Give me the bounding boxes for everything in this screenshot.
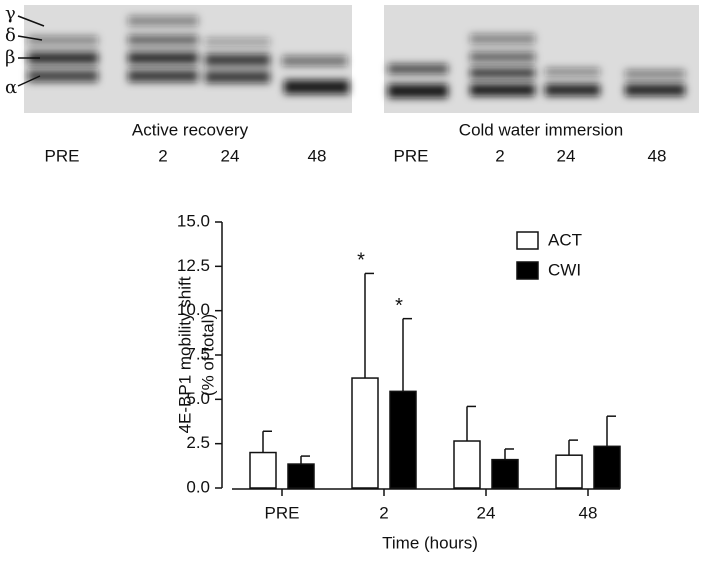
lane-label: PRE — [394, 146, 429, 165]
band-label: β — [5, 47, 15, 68]
x-tick-label: 48 — [579, 503, 598, 522]
lane-label: 48 — [648, 146, 667, 165]
panel-title: Cold water immersion — [459, 120, 623, 139]
band-label: γ — [5, 3, 16, 24]
band-label: α — [5, 77, 17, 98]
legend-swatch — [516, 231, 539, 250]
x-tick-label: 2 — [379, 503, 388, 522]
y-axis-label: 4E-BP1 mobility shift — [175, 276, 194, 433]
band-label: δ — [5, 25, 16, 46]
panel-title: Active recovery — [132, 120, 249, 139]
bar — [593, 445, 621, 489]
x-tick-label: PRE — [265, 503, 300, 522]
lane-label: 2 — [495, 146, 504, 165]
legend-label: CWI — [548, 260, 581, 279]
lane-label: PRE — [45, 146, 80, 165]
blot-right — [384, 5, 699, 113]
y-tick-label: 0.0 — [186, 477, 210, 496]
y-tick-label: 12.5 — [177, 256, 210, 275]
bar — [389, 390, 417, 489]
lane-label: 2 — [158, 146, 167, 165]
lane-label: 24 — [557, 146, 576, 165]
band-pointers — [17, 15, 45, 87]
y-axis-label: (% of total) — [198, 314, 217, 396]
lane-label: 24 — [221, 146, 240, 165]
lane-label: 48 — [308, 146, 327, 165]
bar — [555, 454, 583, 489]
x-axis-label: Time (hours) — [382, 533, 478, 552]
bar — [453, 440, 481, 489]
legend-label: ACT — [548, 230, 582, 249]
blot-left — [24, 5, 352, 113]
y-tick-label: 10.0 — [177, 300, 210, 319]
bar — [287, 463, 315, 489]
y-tick-label: 2.5 — [186, 433, 210, 452]
significance-marker: * — [357, 250, 365, 272]
x-tick-label: 24 — [477, 503, 496, 522]
legend-swatch — [516, 261, 539, 280]
bar — [249, 451, 277, 489]
y-tick-label: 15.0 — [177, 211, 210, 230]
bar — [351, 377, 379, 489]
bar — [491, 458, 519, 489]
significance-marker: * — [395, 295, 403, 317]
y-tick-label: 5.0 — [186, 389, 210, 408]
y-tick-label: 7.5 — [186, 344, 210, 363]
